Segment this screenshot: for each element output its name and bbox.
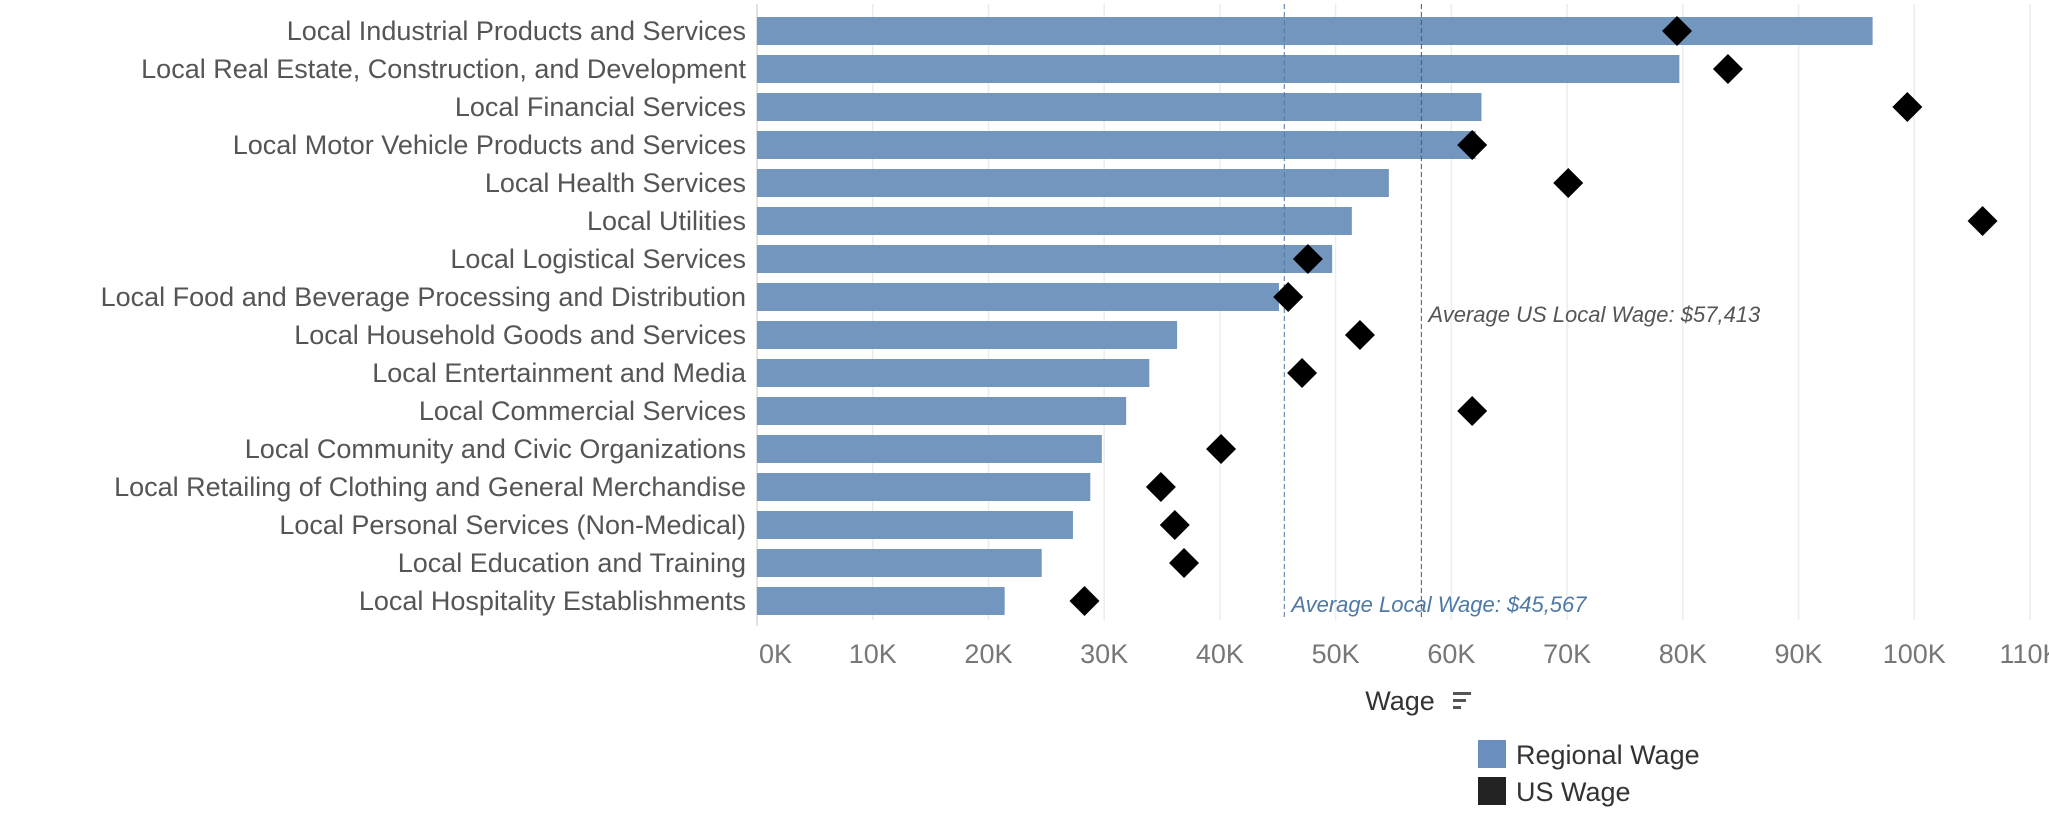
marker-us-wage[interactable] — [1457, 130, 1488, 160]
reference-line-label: Average Local Wage: $45,567 — [1289, 592, 1587, 617]
bar-regional-wage[interactable] — [757, 93, 1482, 121]
marker-us-wage[interactable] — [1273, 282, 1304, 312]
marker-us-wage[interactable] — [1553, 168, 1584, 198]
x-tick-label: 40K — [1196, 639, 1244, 669]
legend: Regional Wage US Wage — [1478, 740, 1700, 807]
marker-us-wage[interactable] — [1159, 510, 1190, 540]
category-label: Local Personal Services (Non-Medical) — [279, 510, 746, 540]
category-label: Local Hospitality Establishments — [359, 586, 746, 616]
category-label: Local Utilities — [587, 206, 746, 236]
bar-regional-wage[interactable] — [757, 207, 1352, 235]
marker-us-wage[interactable] — [1069, 586, 1100, 616]
marker-us-wage[interactable] — [1712, 54, 1743, 84]
regional-wage-bars — [757, 17, 1873, 615]
bar-regional-wage[interactable] — [757, 283, 1279, 311]
category-label: Local Household Goods and Services — [294, 320, 746, 350]
legend-item-us-wage[interactable]: US Wage — [1478, 777, 1631, 807]
bar-regional-wage[interactable] — [757, 359, 1150, 387]
bar-regional-wage[interactable] — [757, 17, 1873, 45]
legend-label: Regional Wage — [1516, 740, 1700, 770]
bar-regional-wage[interactable] — [757, 473, 1091, 501]
x-tick-label: 100K — [1883, 639, 1946, 669]
category-label: Local Industrial Products and Services — [287, 16, 746, 46]
x-tick-label: 60K — [1427, 639, 1475, 669]
bar-regional-wage[interactable] — [757, 549, 1042, 577]
x-tick-label: 80K — [1659, 639, 1707, 669]
marker-us-wage[interactable] — [1287, 358, 1318, 388]
marker-us-wage[interactable] — [1169, 548, 1200, 578]
marker-us-wage[interactable] — [1967, 206, 1998, 236]
category-label: Local Education and Training — [398, 548, 746, 578]
marker-us-wage[interactable] — [1344, 320, 1375, 350]
marker-us-wage[interactable] — [1892, 92, 1923, 122]
category-label: Local Health Services — [485, 168, 746, 198]
sort-icon[interactable] — [1453, 692, 1471, 709]
marker-us-wage[interactable] — [1292, 244, 1323, 274]
marker-us-wage[interactable] — [1457, 396, 1488, 426]
x-axis-ticks: 0K 10K 20K 30K 40K 50K 60K 70K 80K 90K 100K 110K — [759, 639, 2049, 669]
marker-us-wage[interactable] — [1145, 472, 1176, 502]
bar-regional-wage[interactable] — [757, 435, 1102, 463]
category-label: Local Retailing of Clothing and General … — [114, 472, 746, 502]
legend-swatch — [1478, 740, 1506, 768]
x-tick-label: 20K — [964, 639, 1012, 669]
bar-regional-wage[interactable] — [757, 587, 1005, 615]
legend-item-regional-wage[interactable]: Regional Wage — [1478, 740, 1700, 770]
bar-regional-wage[interactable] — [757, 55, 1680, 83]
category-label: Local Motor Vehicle Products and Service… — [233, 130, 746, 160]
x-axis-title-text: Wage — [1365, 686, 1435, 716]
bar-regional-wage[interactable] — [757, 321, 1178, 349]
us-wage-markers — [1069, 16, 1998, 616]
legend-label: US Wage — [1516, 777, 1631, 807]
x-axis-title[interactable]: Wage — [1365, 686, 1471, 716]
category-label: Local Financial Services — [455, 92, 746, 122]
reference-line-label: Average US Local Wage: $57,413 — [1426, 302, 1761, 327]
category-label: Local Logistical Services — [450, 244, 746, 274]
x-tick-label: 0K — [759, 639, 792, 669]
bar-regional-wage[interactable] — [757, 511, 1073, 539]
category-label: Local Commercial Services — [419, 396, 746, 426]
marker-us-wage[interactable] — [1206, 434, 1237, 464]
x-tick-label: 70K — [1543, 639, 1591, 669]
x-tick-label: 30K — [1080, 639, 1128, 669]
category-label: Local Community and Civic Organizations — [245, 434, 746, 464]
bar-regional-wage[interactable] — [757, 131, 1476, 159]
x-tick-label: 50K — [1312, 639, 1360, 669]
legend-swatch — [1478, 777, 1506, 805]
category-label: Local Entertainment and Media — [372, 358, 747, 388]
x-tick-label: 90K — [1775, 639, 1823, 669]
category-label: Local Food and Beverage Processing and D… — [101, 282, 746, 312]
category-labels: Local Industrial Products and Services Lo… — [101, 16, 747, 616]
x-tick-label: 10K — [849, 639, 897, 669]
marker-us-wage[interactable] — [1662, 16, 1693, 46]
category-label: Local Real Estate, Construction, and Dev… — [141, 54, 746, 84]
bar-regional-wage[interactable] — [757, 169, 1389, 197]
reference-lines: Average Local Wage: $45,567 Average US Lo… — [1283, 4, 1761, 620]
bar-regional-wage[interactable] — [757, 245, 1333, 273]
bar-regional-wage[interactable] — [757, 397, 1127, 425]
x-tick-label: 110K — [1999, 639, 2049, 669]
